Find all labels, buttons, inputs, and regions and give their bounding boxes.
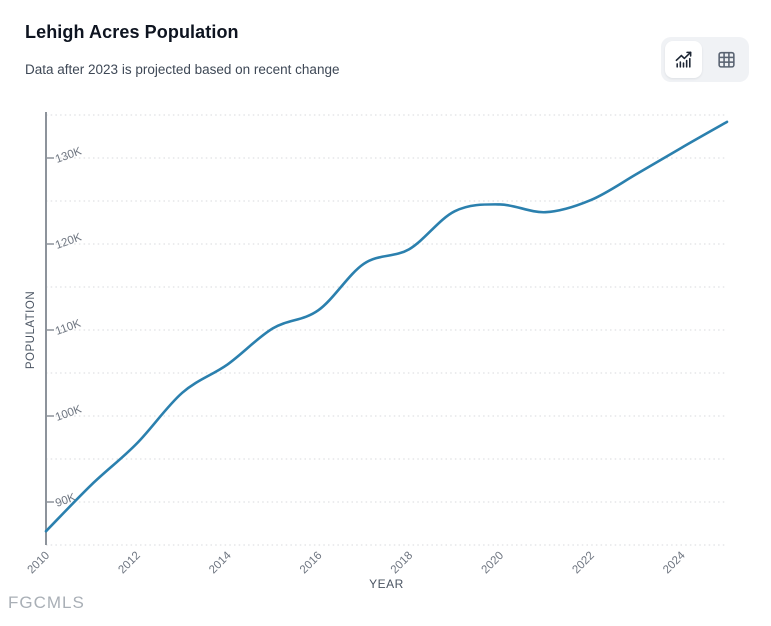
population-series-line bbox=[44, 120, 729, 533]
chart-view-button[interactable] bbox=[665, 41, 702, 78]
y-axis-tick-label: 120K bbox=[54, 231, 84, 252]
x-axis-title: YEAR bbox=[369, 577, 404, 591]
watermark: FGCMLS bbox=[8, 593, 85, 612]
trending-bar-chart-icon bbox=[673, 49, 694, 70]
x-axis-tick-label: 2016 bbox=[298, 550, 325, 577]
view-toggle-group bbox=[661, 37, 749, 82]
y-axis-tick-label: 130K bbox=[54, 145, 84, 166]
x-axis-tick-label: 2020 bbox=[480, 550, 507, 577]
page-subtitle: Data after 2023 is projected based on re… bbox=[25, 62, 340, 77]
x-axis-tick-label: 2018 bbox=[389, 550, 416, 577]
y-axis-tick-label: 110K bbox=[54, 318, 83, 338]
y-axis-title: POPULATION bbox=[25, 291, 37, 369]
x-axis-tick-label: 2012 bbox=[116, 550, 143, 577]
x-axis-tick-label: 2010 bbox=[26, 550, 53, 577]
table-view-button[interactable] bbox=[708, 41, 745, 78]
x-axis-tick-label: 2014 bbox=[207, 549, 234, 576]
page-title: Lehigh Acres Population bbox=[25, 22, 239, 42]
table-grid-icon bbox=[716, 49, 737, 70]
y-axis-tick-label: 100K bbox=[54, 403, 84, 424]
x-axis-tick-label: 2024 bbox=[661, 549, 688, 576]
x-axis-tick-label: 2022 bbox=[570, 550, 597, 577]
